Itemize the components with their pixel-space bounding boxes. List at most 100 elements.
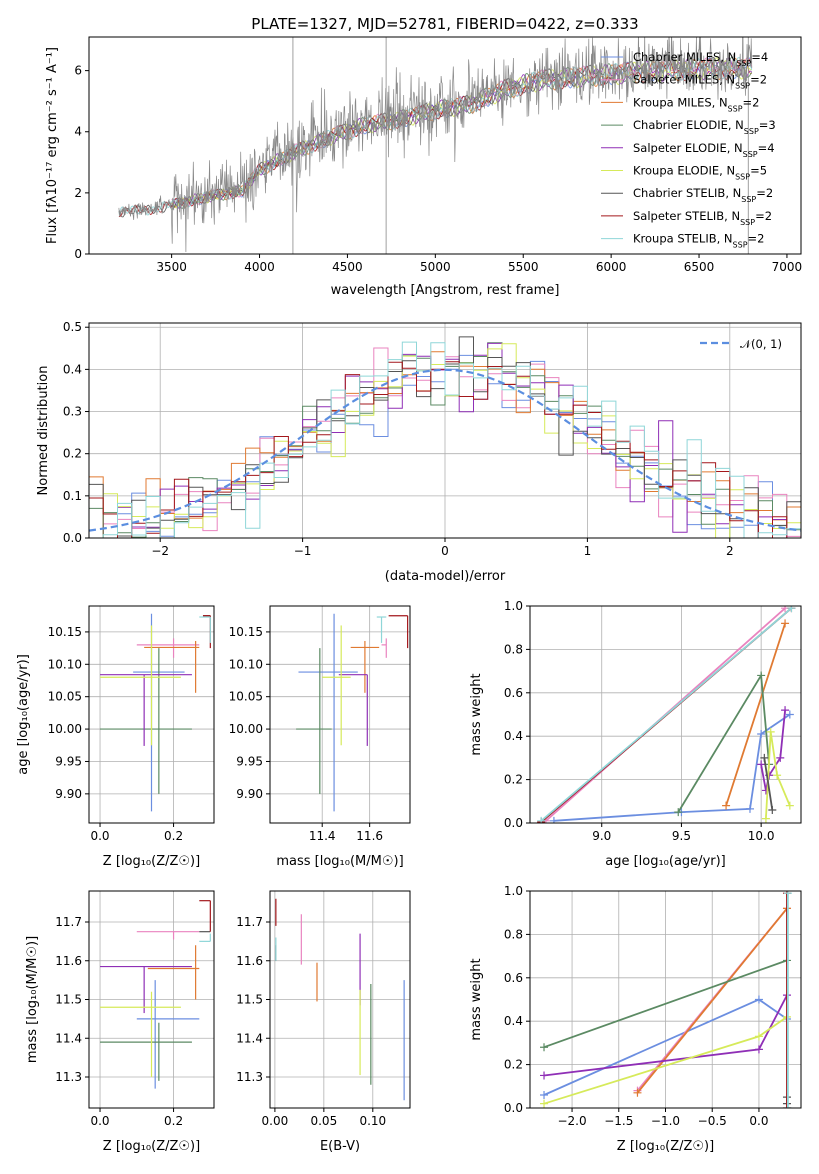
mass-weight-marker (540, 1043, 549, 1052)
legend-subscript: SSP (741, 195, 756, 204)
mass-weight-marker (760, 753, 769, 762)
axes-frame (529, 605, 802, 824)
y-tick-label: 11.4 (55, 1031, 82, 1045)
legend-entry: Chabrier STELIB, NSSP=2 (633, 186, 773, 204)
y-tick-label: 0.8 (504, 927, 523, 941)
legend-entry: Kroupa STELIB, NSSP=2 (633, 232, 764, 250)
legend-model-name: Kroupa STELIB, N (633, 232, 733, 246)
y-tick-label: 11.4 (236, 1031, 263, 1045)
mass-weight-marker (757, 760, 766, 769)
mass-weight-marker (785, 710, 794, 719)
mass-weight-marker (549, 816, 558, 823)
observed-spectrum-line (118, 37, 753, 253)
y-tick-label: 0.3 (63, 405, 82, 419)
y-tick-label: 0.2 (63, 447, 82, 461)
y-tick-label: 11.6 (55, 954, 82, 968)
mass-weight-marker (766, 727, 775, 736)
y-tick-label: 11.3 (55, 1070, 82, 1084)
legend-nssp: =2 (743, 95, 760, 109)
y-tick-label: 9.95 (236, 754, 263, 768)
legend-model-name: Kroupa MILES, N (633, 95, 728, 109)
y-tick-label: 11.5 (236, 993, 263, 1007)
mass-weight-marker (768, 805, 777, 814)
mass-weight-marker (761, 814, 770, 823)
mass-weight-marker (754, 995, 763, 1004)
mass-weight-marker (754, 1045, 763, 1054)
mass-weight-marker (776, 753, 785, 762)
y-tick-label: 0.1 (63, 489, 82, 503)
y-tick-label: 10.05 (229, 690, 263, 704)
y-tick-label: 0.8 (504, 642, 523, 656)
mass-weight-marker (781, 619, 790, 628)
y-tick-label: 11.7 (55, 915, 82, 929)
x-tick-label: 0 (441, 544, 449, 558)
weight-vs-metallicity-chart: −2.0 −1.5 −1.0 −0.5 0.0 0.0 0.2 0.4 0.6 0.8 1.0 Z [… (469, 884, 802, 1154)
legend-subscript: SSP (743, 149, 758, 158)
x-tick-label: −1.5 (604, 1114, 633, 1128)
legend-nssp: =4 (751, 50, 768, 64)
y-tick-label: 0.6 (504, 971, 523, 985)
mass-weight-marker (540, 1099, 549, 1108)
legend-subscript: SSP (728, 104, 743, 113)
mass-weight-line (765, 731, 791, 819)
legend-entry: Kroupa MILES, NSSP=2 (633, 95, 759, 113)
mass-weight-line (540, 607, 792, 822)
mass-weight-marker (783, 891, 792, 898)
y-tick-label: 10.05 (48, 690, 82, 704)
legend-model-name: Chabrier STELIB, N (633, 186, 741, 200)
x-tick-label: −1.0 (651, 1114, 680, 1128)
mass-weight-marker (787, 606, 796, 613)
mass-weight-marker (745, 804, 754, 813)
x-tick-label: 3500 (156, 260, 187, 274)
x-tick-label: −2 (151, 544, 169, 558)
x-tick-label: 0.00 (262, 1114, 289, 1128)
mass-weight-marker (722, 801, 731, 810)
x-axis-label: (data-model)/error (385, 569, 506, 584)
y-tick-label: 11.3 (236, 1070, 263, 1084)
mass-weight-marker (674, 808, 683, 817)
x-tick-label: 0.2 (164, 829, 183, 843)
y-tick-label: 10.00 (229, 722, 263, 736)
x-tick-label: 7000 (772, 260, 803, 274)
legend-nssp: =2 (755, 209, 772, 223)
y-axis-label: mass weight (469, 673, 484, 755)
mass-weight-marker (785, 801, 794, 810)
y-tick-label: 1.0 (504, 884, 523, 898)
mass-weight-marker (757, 671, 766, 680)
y-axis-label: mass weight (469, 958, 484, 1040)
y-tick-label: 0.2 (504, 773, 523, 787)
x-tick-label: −0.5 (698, 1114, 727, 1128)
legend-entry: Salpeter MILES, NSSP=2 (633, 73, 767, 91)
mass-weight-line (553, 713, 791, 822)
normal-curve (89, 368, 801, 532)
x-tick-label: 10.0 (748, 829, 775, 843)
x-axis-label: mass [log₁₀(M/M☉)] (276, 854, 403, 869)
mass-weight-line (725, 623, 786, 806)
legend-subscript: SSP (735, 172, 750, 181)
mass-weight-marker (783, 1104, 792, 1108)
legend-entry: Chabrier MILES, NSSP=4 (633, 50, 768, 68)
mass-weight-marker (754, 1032, 763, 1041)
y-tick-label: 0.0 (504, 816, 523, 830)
x-tick-label: 0.0 (90, 1114, 109, 1128)
y-tick-label: 0.6 (504, 686, 523, 700)
mass-weight-marker (757, 730, 766, 739)
mass-weight-line (543, 959, 788, 1049)
weight-vs-age-chart: 9.0 9.5 10.0 0.0 0.2 0.4 0.6 0.8 1.0 age [log₁₀(a… (469, 599, 802, 869)
mass-weight-marker (782, 1104, 791, 1108)
y-tick-label: 10.00 (48, 722, 82, 736)
y-tick-label: 1.0 (504, 599, 523, 613)
age-vs-metallicity-chart: 0.0 0.2 9.90 9.95 10.00 10.05 10.10 10.15 Z [log… (16, 605, 215, 869)
y-tick-label: 0.4 (504, 1014, 523, 1028)
mass-vs-extinction-chart: 0.00 0.05 0.10 11.3 11.4 11.5 11.6 11.7 E(B-V) (236, 890, 411, 1154)
mass-weight-marker (781, 706, 790, 715)
legend-model-name: Chabrier MILES, N (633, 50, 736, 64)
x-axis-label: Z [log₁₀(Z/Z☉)] (103, 854, 200, 869)
y-axis-label: Flux [fλ10⁻¹⁷ erg cm⁻² s⁻¹ A⁻¹] (45, 47, 60, 244)
x-tick-label: 0.2 (164, 1114, 183, 1128)
legend-subscript: SSP (740, 217, 755, 226)
legend-nssp: =2 (756, 186, 773, 200)
y-tick-label: 6 (74, 64, 82, 78)
y-tick-label: 0.4 (504, 729, 523, 743)
